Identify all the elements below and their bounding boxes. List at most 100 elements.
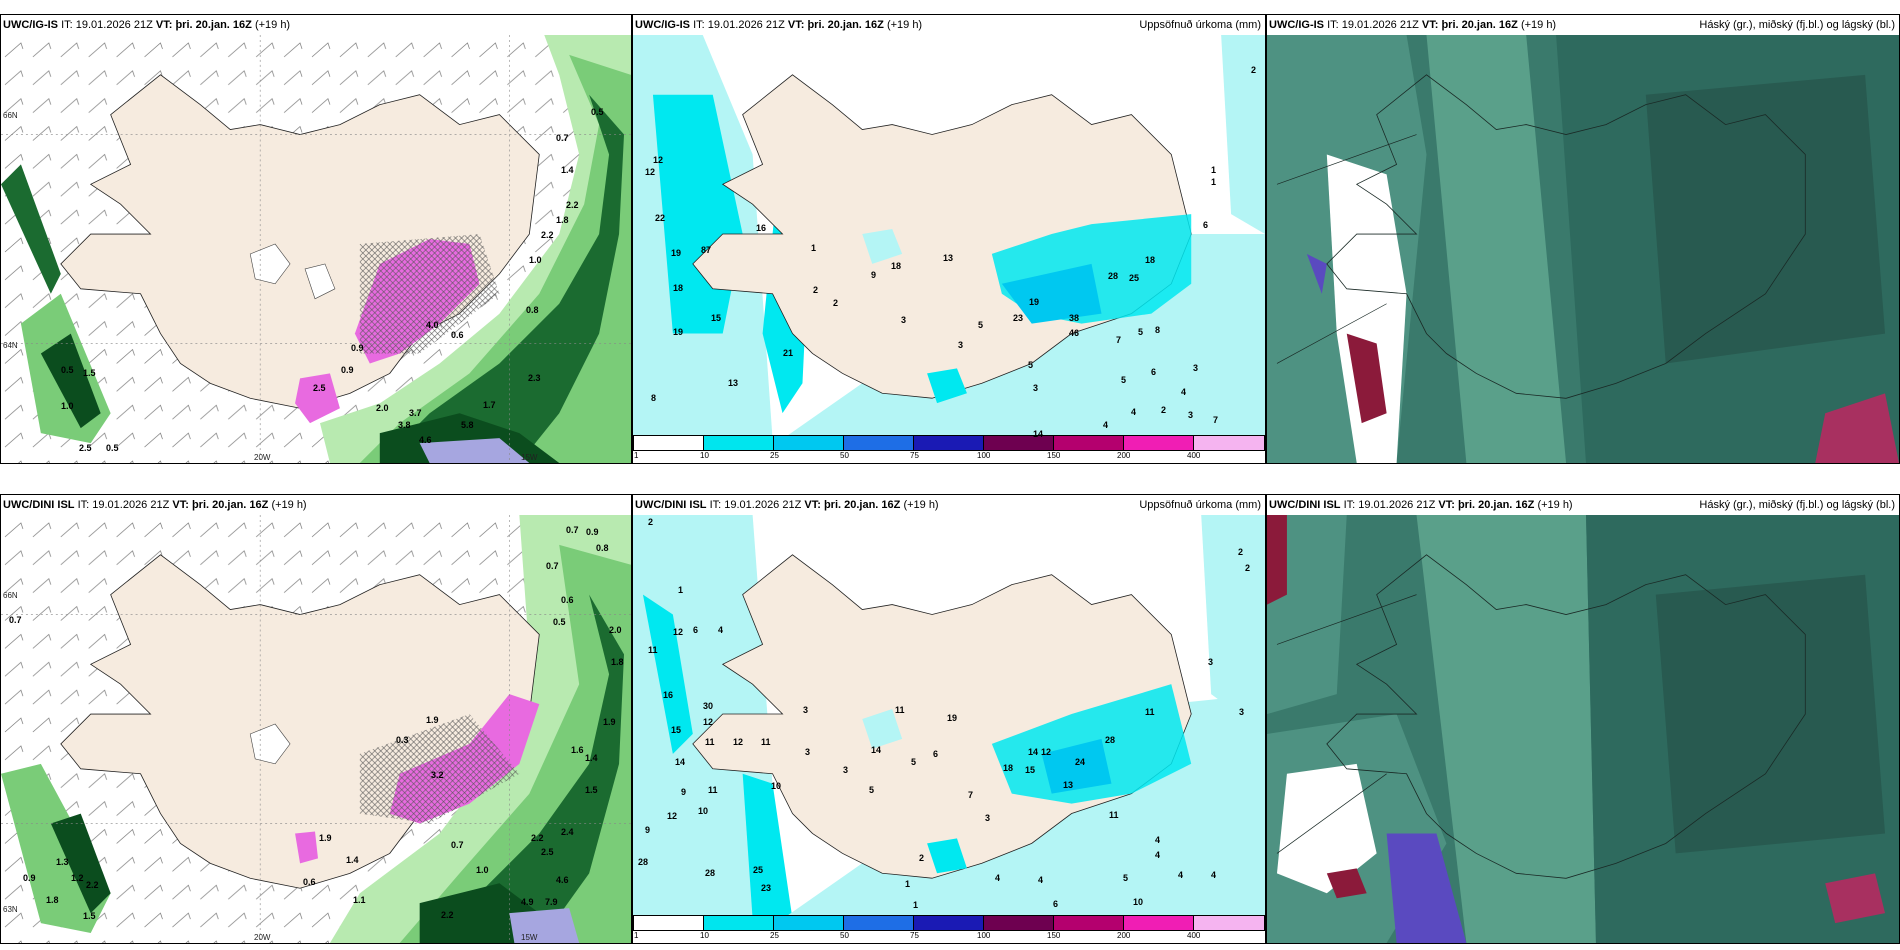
- value-label: 16: [663, 690, 674, 700]
- value-label: 16: [756, 223, 767, 233]
- value-label: 4: [1103, 420, 1109, 430]
- model-name: UWC/DINI ISL: [635, 499, 707, 511]
- colorbar-tick: 75: [910, 931, 919, 940]
- value-label: 25: [1129, 273, 1140, 283]
- value-label: 10: [698, 806, 709, 816]
- vt-label: VT:: [1438, 499, 1455, 511]
- map-cloud[interactable]: [1267, 515, 1899, 943]
- value-label: 4: [1211, 870, 1217, 880]
- value-label: 0.9: [341, 365, 354, 375]
- map-accum[interactable]: [633, 35, 1265, 439]
- value-label: 0.6: [303, 877, 316, 887]
- value-label: 24: [1075, 757, 1086, 767]
- colorbar-swatch: [913, 915, 984, 931]
- value-label: 10: [771, 781, 782, 791]
- lon-label-15w: 15W: [521, 453, 538, 462]
- value-label: 14: [675, 757, 686, 767]
- map-cloud-svg: [1267, 35, 1899, 463]
- lon-label-20w: 20W: [254, 453, 271, 462]
- colorbar-swatch: [703, 915, 774, 931]
- value-label: 1.5: [83, 911, 96, 921]
- value-label: 3: [803, 705, 809, 715]
- value-label: 11: [705, 737, 715, 747]
- value-label: 19: [671, 248, 682, 258]
- map-cloud[interactable]: [1267, 35, 1899, 463]
- panel-title: Uppsöfnuð úrkoma (mm): [1139, 19, 1261, 31]
- value-label: 3: [901, 315, 907, 325]
- value-label: 2.5: [79, 443, 92, 453]
- value-label: 13: [728, 378, 739, 388]
- map-snow[interactable]: [1, 35, 631, 463]
- value-label: 3: [843, 765, 849, 775]
- it-label: IT:: [693, 19, 705, 31]
- value-label: 0.3: [396, 735, 409, 745]
- value-label: 1.0: [476, 865, 489, 875]
- value-label: 19: [1029, 297, 1040, 307]
- panel-title: Háský (gr.), miðský (fj.bl.) og lágský (…: [1699, 19, 1895, 31]
- value-label: 3: [1193, 363, 1199, 373]
- value-label: 0.5: [591, 107, 604, 117]
- panel-header: UWC/IG-IS IT: 19.01.2026 21Z VT: þri. 20…: [1, 15, 631, 35]
- panel-header: UWC/DINI ISL IT: 19.01.2026 21Z VT: þri.…: [633, 495, 1265, 515]
- value-label: 2: [833, 298, 839, 308]
- lon-label-15w: 15W: [521, 933, 538, 942]
- value-label: 1.0: [61, 401, 74, 411]
- value-label: 12: [645, 167, 656, 177]
- value-label: 4.9: [521, 897, 534, 907]
- panel-dini-snow: UWC/DINI ISL IT: 19.01.2026 21Z VT: þri.…: [0, 494, 632, 944]
- it-value: 19.01.2026 21Z: [75, 19, 153, 31]
- value-label: 1.8: [611, 657, 624, 667]
- colorbar-swatch: [773, 915, 844, 931]
- value-label: 6: [1151, 367, 1157, 377]
- value-label: 3: [1239, 707, 1245, 717]
- colorbar-tick: 25: [770, 931, 779, 940]
- it-label: IT:: [1343, 499, 1356, 511]
- value-label: 11: [708, 785, 718, 795]
- vt-label: VT:: [804, 499, 821, 511]
- value-label: 14: [1033, 429, 1044, 439]
- value-label: 18: [1003, 763, 1014, 773]
- value-label: 0.7: [9, 615, 22, 625]
- colorbar-swatch: [1053, 435, 1124, 451]
- panel-dini-accum: UWC/DINI ISL IT: 19.01.2026 21Z VT: þri.…: [632, 494, 1266, 944]
- panel-title: Háský (gr.), miðský (fj.bl.) og lágský (…: [1699, 499, 1895, 511]
- map-accum[interactable]: [633, 515, 1265, 919]
- value-label: 30: [703, 701, 714, 711]
- colorbar-swatch: [1123, 435, 1194, 451]
- colorbar-tick: 100: [977, 451, 991, 460]
- value-label: 18: [673, 283, 684, 293]
- value-label: 1.9: [603, 717, 616, 727]
- vt-label: VT:: [172, 499, 189, 511]
- value-label: 13: [943, 253, 954, 263]
- value-label: 3: [1188, 410, 1194, 420]
- value-label: 4: [995, 873, 1001, 883]
- value-label: 12: [1041, 747, 1052, 757]
- value-label: 2.2: [566, 200, 579, 210]
- value-label: 1.3: [56, 857, 69, 867]
- value-label: 5: [1123, 873, 1129, 883]
- model-name: UWC/IG-IS: [635, 19, 690, 31]
- colorbar-swatch: [983, 435, 1054, 451]
- panel-ig-accum: UWC/IG-IS IT: 19.01.2026 21Z VT: þri. 20…: [632, 14, 1266, 464]
- value-label: 0.9: [351, 343, 364, 353]
- value-label: 4.6: [419, 435, 432, 445]
- value-label: 15: [1025, 765, 1036, 775]
- colorbar-tick: 10: [700, 931, 709, 940]
- panel-header: UWC/IG-IS IT: 19.01.2026 21Z VT: þri. 20…: [1267, 15, 1899, 35]
- value-label: 11: [895, 705, 905, 715]
- it-value: 19.01.2026 21Z: [707, 19, 785, 31]
- value-label: 1.8: [556, 215, 569, 225]
- colorbar-tick: 100: [977, 931, 991, 940]
- colorbar-swatch: [703, 435, 774, 451]
- vt-label: VT:: [155, 19, 173, 31]
- it-value: 19.01.2026 21Z: [724, 499, 802, 511]
- value-label: 5: [1138, 327, 1144, 337]
- value-label: 1.9: [426, 715, 439, 725]
- value-label: 2.5: [541, 847, 554, 857]
- colorbar-tick: 200: [1117, 931, 1131, 940]
- value-label: 1.5: [585, 785, 598, 795]
- map-snow-svg: [1, 515, 631, 943]
- value-label: 3: [805, 747, 811, 757]
- map-snow[interactable]: [1, 515, 631, 943]
- value-label: 28: [1105, 735, 1116, 745]
